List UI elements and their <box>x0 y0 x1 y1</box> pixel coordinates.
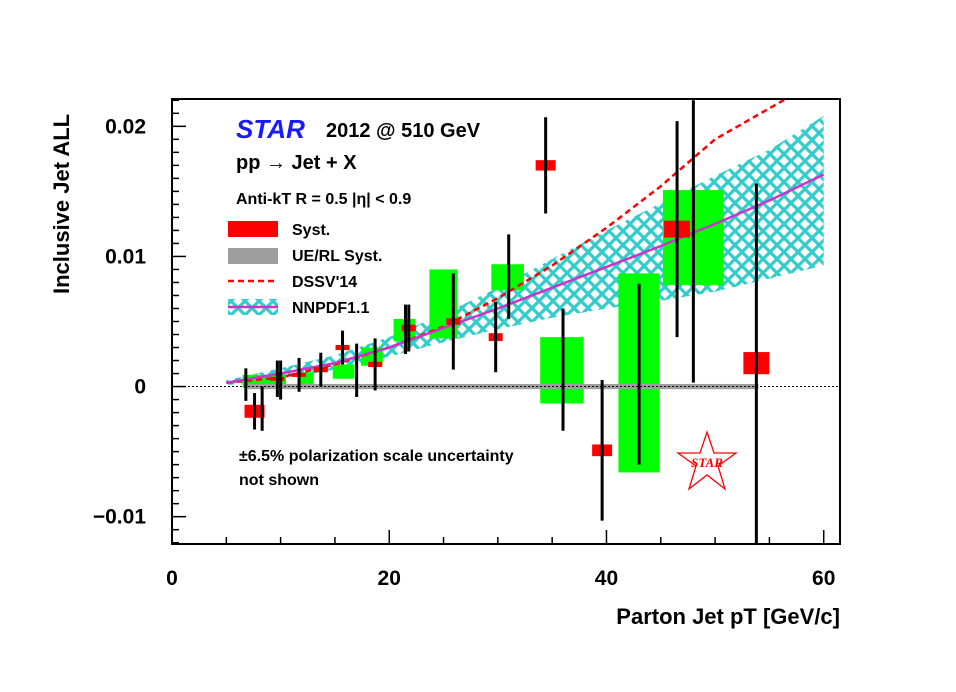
legend-dssv-label: DSSV'14 <box>292 274 357 291</box>
annotation-line-1: ±6.5% polarization scale uncertainty <box>239 448 514 465</box>
legend-ue-swatch <box>228 248 278 264</box>
star-logo-icon <box>675 429 739 491</box>
y-tick-label: 0.02 <box>105 115 146 138</box>
legend-syst-swatch <box>228 221 278 237</box>
x-tick-label: 20 <box>378 567 401 590</box>
ue-rl-band <box>248 383 759 390</box>
legend-syst-label: Syst. <box>292 222 330 239</box>
x-tick-label: 60 <box>812 567 835 590</box>
legend: Syst. UE/RL Syst. DSSV'14 NNPDF1.1 <box>228 221 382 317</box>
y-axis-title: Inclusive Jet ALL <box>49 114 74 294</box>
axis-layer: 0 20 40 60 −0.01 0 0.01 0.02 <box>93 99 835 590</box>
legend-nnpdf-label: NNPDF1.1 <box>292 300 369 317</box>
experiment-name: STAR <box>236 114 305 144</box>
y-tick-label: 0.01 <box>105 245 146 268</box>
green-box <box>332 364 355 379</box>
annotation-line-2: not shown <box>239 472 319 489</box>
process-label: pp → Jet + X <box>236 152 357 174</box>
ue-rl-layer <box>248 383 759 390</box>
nnpdf11-curve <box>226 173 825 384</box>
x-axis-title: Parton Jet pT [GeV/c] <box>616 604 840 629</box>
energy-label: 2012 @ 510 GeV <box>326 120 481 142</box>
legend-ue-label: UE/RL Syst. <box>292 248 382 265</box>
x-tick-label: 40 <box>595 567 618 590</box>
star-logo-text: STAR <box>691 455 723 470</box>
x-tick-label: 0 <box>166 567 178 590</box>
stat-bar-layer <box>244 100 758 544</box>
y-tick-label: 0 <box>134 376 146 399</box>
algorithm-label: Anti-kT R = 0.5 |η| < 0.9 <box>236 191 411 208</box>
green-box <box>297 372 314 384</box>
star-logo: STAR <box>675 429 739 491</box>
y-tick-label: −0.01 <box>93 506 146 529</box>
